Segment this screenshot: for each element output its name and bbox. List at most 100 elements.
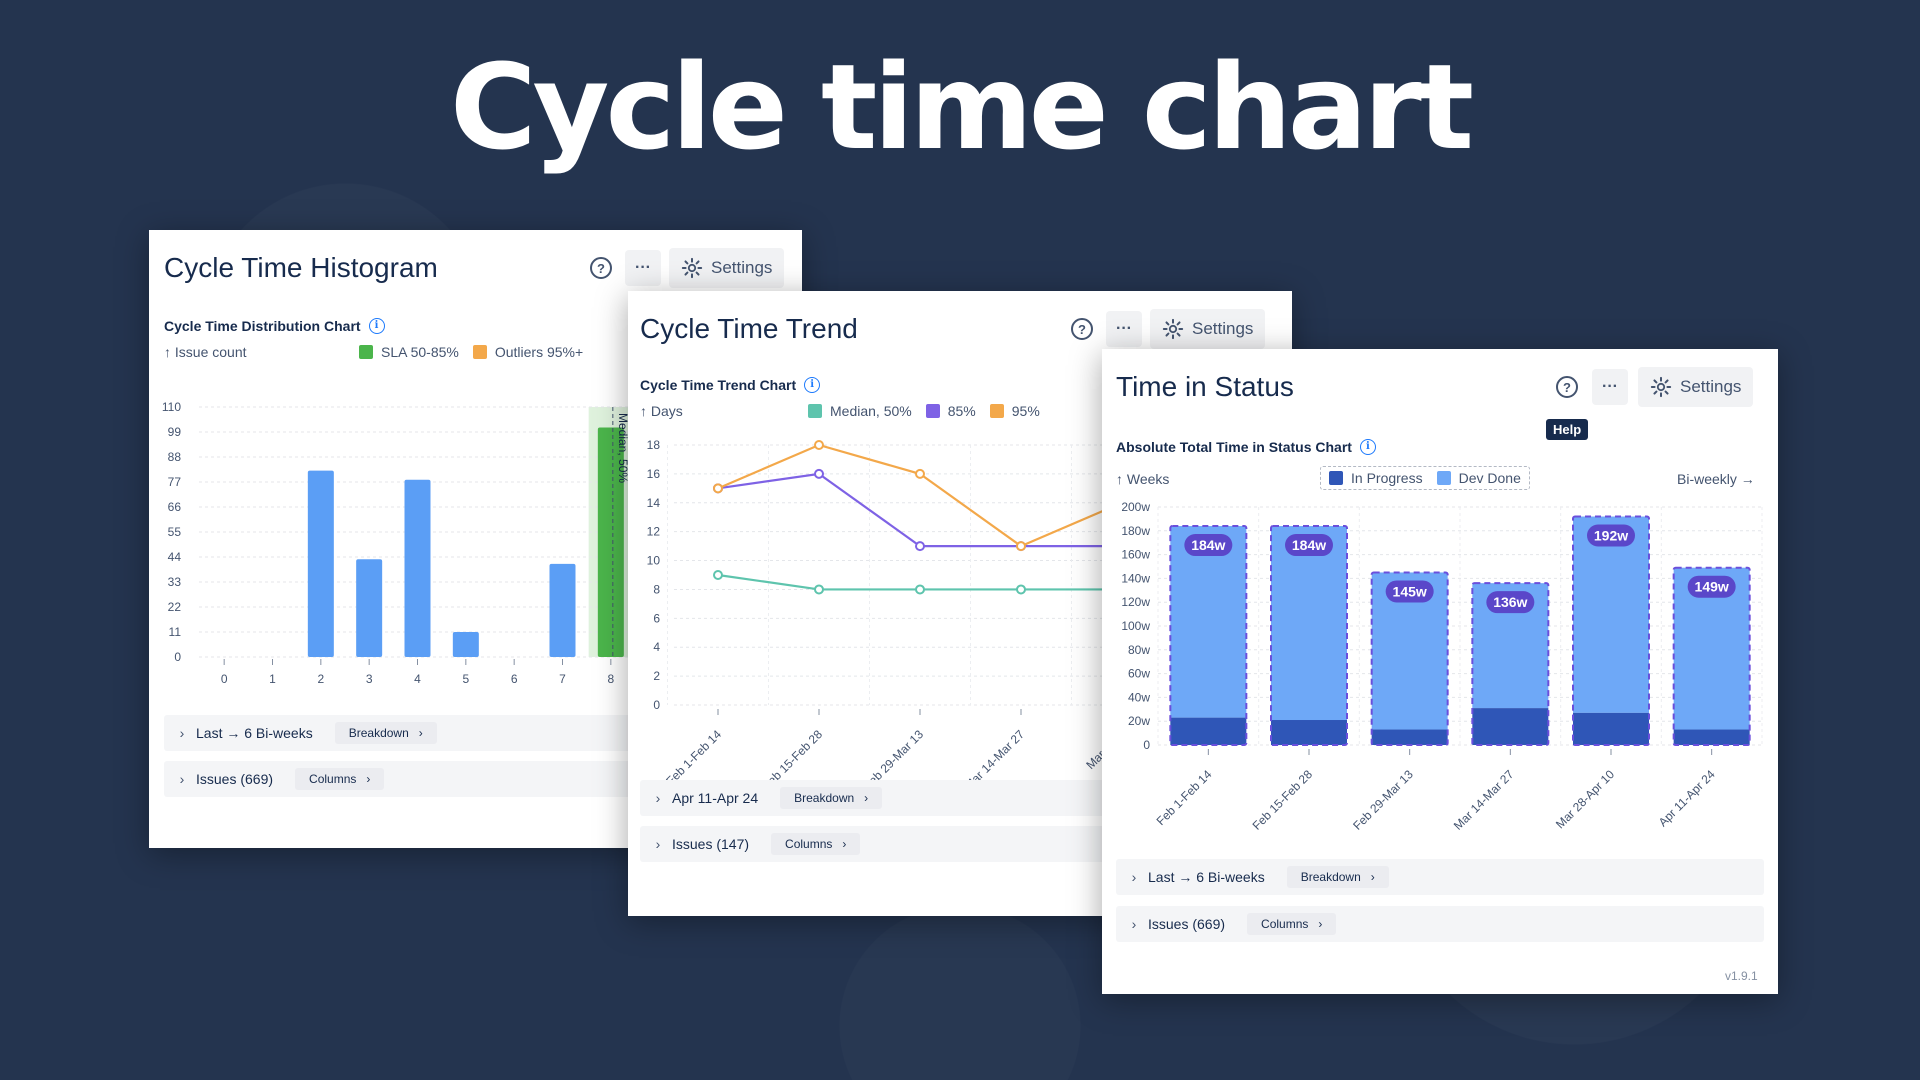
footer-row-period[interactable]: › Last → 6 Bi-weeks Breakdown › [1116, 859, 1764, 895]
total-label: 192w [1594, 528, 1628, 544]
panel-title: Cycle Time Histogram [164, 252, 438, 283]
y-tick-label: 99 [168, 425, 182, 439]
legend-item-85[interactable]: 85% [925, 403, 976, 419]
settings-button[interactable]: Settings [1150, 309, 1266, 349]
y-tick-label: 10 [647, 554, 661, 568]
y-tick-label: 100w [1121, 619, 1150, 633]
bar [307, 470, 334, 657]
settings-button[interactable]: Settings [669, 248, 785, 288]
y-tick-label: 16 [647, 467, 661, 481]
x-tick-label: 5 [462, 672, 469, 686]
question-circle-icon: ? [590, 257, 612, 279]
y-tick-label: 88 [168, 450, 182, 464]
y-tick-label: 110 [162, 400, 181, 414]
data-point [1016, 584, 1026, 595]
y-tick-label: 200w [1121, 500, 1150, 514]
y-tick-label: 0 [653, 698, 660, 712]
panel-title: Time in Status [1116, 371, 1294, 402]
x-tick-label: 8 [607, 672, 614, 686]
x-tick-label: 0 [221, 672, 228, 686]
info-icon[interactable]: i [804, 377, 821, 393]
help-button[interactable]: ? [1549, 369, 1585, 405]
period-toggle[interactable]: Bi-weekly → [1677, 471, 1755, 487]
total-label: 149w [1695, 579, 1729, 595]
svg-text:?: ? [1078, 322, 1086, 337]
more-icon: ··· [635, 259, 651, 276]
legend-item-median[interactable]: Median, 50% [808, 403, 912, 419]
columns-pill[interactable]: Columns › [771, 833, 861, 855]
total-label: 184w [1191, 537, 1225, 553]
chart-title-text: Cycle Time Trend Chart [640, 377, 797, 393]
info-icon[interactable]: i [368, 318, 385, 334]
chevron-right-icon: › [842, 837, 847, 851]
y-tick-label: 0 [1143, 738, 1150, 752]
gear-icon [1162, 318, 1184, 340]
footer-row-issues[interactable]: › Issues (669) Columns › [1116, 906, 1764, 942]
y-tick-label: 160w [1121, 548, 1150, 562]
help-button[interactable]: ? [583, 250, 619, 286]
breakdown-pill[interactable]: Breakdown › [780, 787, 883, 809]
legend-swatch [1436, 471, 1451, 485]
more-icon: ··· [1116, 320, 1132, 337]
annotation-median: Median, 50% [616, 413, 630, 483]
breakdown-pill[interactable]: Breakdown › [1286, 866, 1389, 888]
legend: SLA 50-85% Outliers 95%+ [359, 344, 583, 360]
x-tick-label: Feb 15-Feb 28 [760, 727, 826, 781]
legend-label: SLA 50-85% [381, 344, 459, 360]
x-tick-label: Feb 1-Feb 14 [663, 727, 724, 781]
bar-in-progress [1673, 729, 1750, 745]
legend-label: In Progress [1351, 470, 1423, 486]
question-circle-icon: ? [1556, 376, 1578, 398]
legend-item-sla[interactable]: SLA 50-85% [359, 344, 459, 360]
total-badge [1587, 524, 1635, 547]
data-point [814, 584, 824, 595]
info-icon[interactable]: i [1359, 439, 1376, 455]
pill-label: Columns [785, 837, 833, 851]
bar-outline [1270, 525, 1348, 747]
bar [549, 563, 576, 657]
total-badge [1486, 591, 1535, 614]
chevron-right-icon: › [179, 771, 185, 787]
total-label: 184w [1292, 537, 1326, 553]
breakdown-pill[interactable]: Breakdown › [334, 722, 437, 744]
bar-dev-done [1170, 526, 1247, 718]
chevron-right-icon: › [418, 726, 423, 740]
bar [356, 559, 383, 657]
data-point [713, 570, 723, 580]
y-tick-label: 77 [168, 475, 182, 489]
settings-button[interactable]: Settings [1638, 367, 1754, 407]
row-label: Apr 11-Apr 24 [672, 790, 759, 806]
legend-item-outliers[interactable]: Outliers 95%+ [472, 344, 583, 360]
version-label: v1.9.1 [1725, 969, 1758, 983]
more-button[interactable]: ··· [625, 250, 661, 286]
legend-item-dev-done[interactable]: Dev Done [1436, 470, 1521, 486]
legend-item-in-progress[interactable]: In Progress [1329, 470, 1423, 486]
y-tick-label: 40w [1128, 690, 1150, 704]
total-badge [1285, 534, 1333, 557]
chevron-right-icon: › [366, 772, 371, 786]
x-tick-label: Feb 1-Feb 14 [1154, 767, 1215, 828]
settings-label: Settings [1680, 377, 1742, 396]
legend-item-95[interactable]: 95% [989, 403, 1040, 419]
more-button[interactable]: ··· [1106, 311, 1142, 347]
more-button[interactable]: ··· [1592, 369, 1628, 405]
series-line [717, 443, 1123, 548]
hero-title: Cycle time chart [449, 38, 1474, 176]
pill-label: Breakdown [348, 726, 409, 740]
columns-pill[interactable]: Columns › [295, 768, 385, 790]
total-label: 145w [1393, 583, 1427, 599]
bar-in-progress [1170, 717, 1247, 745]
data-point [1016, 541, 1026, 552]
columns-pill[interactable]: Columns › [1247, 913, 1337, 935]
chevron-right-icon: › [1131, 869, 1137, 885]
gear-icon [1650, 376, 1672, 398]
y-tick-label: 60w [1128, 667, 1150, 681]
y-axis-label: ↑ Days [640, 403, 683, 419]
gear-icon [681, 257, 703, 279]
x-tick-label: Mar 28-Apr 10 [1553, 767, 1617, 831]
help-button[interactable]: ? [1064, 311, 1100, 347]
y-tick-label: 120w [1121, 595, 1150, 609]
legend-label: 85% [947, 403, 976, 419]
chevron-right-icon: › [179, 725, 185, 741]
bar-in-progress [1472, 708, 1549, 745]
